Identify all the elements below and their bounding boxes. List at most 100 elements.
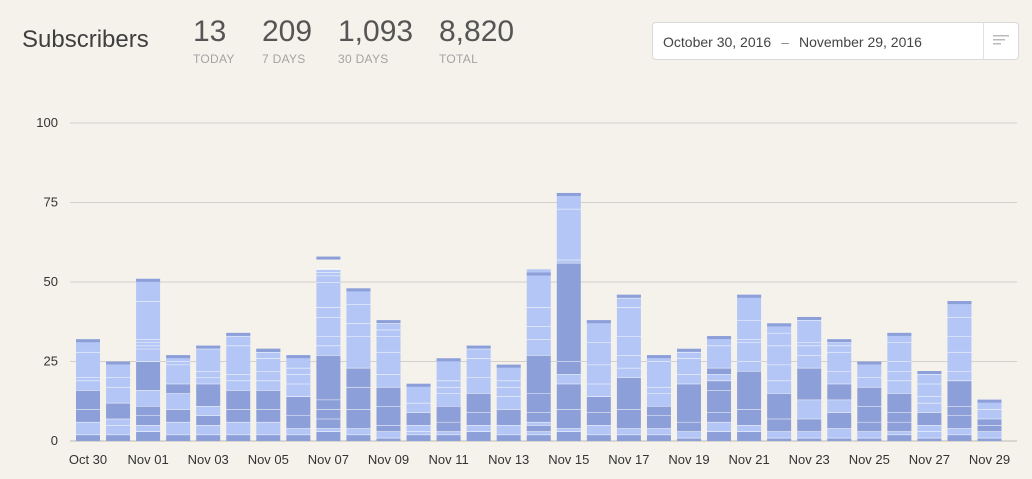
- bar-segment: [136, 361, 161, 391]
- bar-nov-02[interactable]: [166, 355, 191, 441]
- bar-segment: [556, 192, 581, 209]
- bar-segment: [586, 412, 611, 426]
- bar-nov-26[interactable]: [887, 332, 912, 441]
- bar-segment: [947, 380, 972, 407]
- bar-segment: [827, 345, 852, 352]
- bar-cap: [737, 294, 762, 298]
- bar-segment: [887, 393, 912, 413]
- bar-cap: [797, 316, 822, 320]
- bar-segment: [286, 374, 311, 384]
- bar-segment: [947, 371, 972, 381]
- bar-nov-06[interactable]: [286, 355, 311, 441]
- date-range-text[interactable]: October 30, 2016– November 29, 2016: [663, 34, 922, 50]
- bar-nov-01[interactable]: [136, 278, 161, 441]
- bar-nov-10[interactable]: [406, 383, 431, 441]
- bar-segment: [406, 431, 431, 435]
- bar-segment: [166, 393, 191, 410]
- bar-segment: [196, 348, 221, 372]
- bar-segment: [436, 380, 461, 387]
- bar-cap: [767, 323, 792, 327]
- bar-segment: [857, 377, 882, 387]
- bar-segment: [76, 390, 100, 410]
- bar-nov-27[interactable]: [917, 371, 942, 441]
- bar-nov-11[interactable]: [436, 358, 461, 441]
- stat-today-label: TODAY: [193, 52, 235, 66]
- bar-segment: [466, 393, 491, 413]
- bar-segment: [586, 383, 611, 397]
- bar-segment: [556, 361, 581, 375]
- bar-nov-16[interactable]: [586, 320, 611, 441]
- bar-segment: [526, 393, 551, 413]
- bar-nov-07[interactable]: [316, 256, 341, 441]
- bar-segment: [707, 380, 732, 391]
- bar-segment: [256, 434, 281, 441]
- bar-segment: [707, 367, 732, 375]
- bar-nov-15[interactable]: [556, 192, 581, 441]
- bar-cap: [106, 361, 131, 365]
- x-tick-label: Nov 21: [728, 452, 769, 467]
- bar-segment: [346, 367, 371, 387]
- bar-segment: [256, 371, 281, 381]
- y-tick-label: 0: [51, 433, 58, 448]
- bar-nov-05[interactable]: [256, 348, 281, 441]
- bar-segment: [737, 339, 762, 343]
- bar-segment: [616, 434, 641, 441]
- bar-segment: [256, 421, 281, 435]
- bar-segment: [917, 374, 942, 384]
- bar-segment: [977, 431, 1002, 438]
- bar-nov-12[interactable]: [466, 345, 491, 441]
- bar-nov-09[interactable]: [376, 320, 401, 441]
- bar-segment: [106, 425, 131, 435]
- bar-segment: [646, 355, 671, 362]
- bar-cap: [466, 345, 491, 349]
- bar-oct-30[interactable]: [76, 339, 100, 441]
- bar-segment: [286, 434, 311, 441]
- bar-segment: [947, 428, 972, 435]
- bar-nov-19[interactable]: [677, 348, 701, 441]
- bar-segment: [376, 431, 401, 438]
- bar-segment: [436, 434, 461, 441]
- bar-nov-28[interactable]: [947, 301, 972, 441]
- bar-nov-21[interactable]: [737, 294, 762, 441]
- bar-segment: [106, 361, 131, 378]
- bar-segment: [827, 428, 852, 438]
- bar-segment: [256, 351, 281, 359]
- bar-segment: [376, 406, 401, 426]
- bar-nov-08[interactable]: [346, 288, 371, 441]
- page-title: Subscribers: [22, 26, 149, 53]
- bar-nov-14[interactable]: [526, 269, 551, 441]
- bar-nov-29[interactable]: [977, 399, 1002, 441]
- bar-segment: [76, 434, 100, 441]
- bar-segment: [166, 355, 191, 362]
- date-range-picker[interactable]: October 30, 2016– November 29, 2016: [652, 22, 1019, 60]
- bar-segment: [707, 390, 732, 413]
- bar-segment: [586, 364, 611, 384]
- bar-nov-22[interactable]: [767, 323, 792, 441]
- bar-segment: [737, 431, 762, 441]
- bar-nov-18[interactable]: [646, 355, 671, 441]
- bar-segment: [797, 355, 822, 368]
- bar-segment: [887, 342, 912, 362]
- bar-segment: [767, 393, 792, 419]
- bar-nov-20[interactable]: [707, 336, 732, 441]
- bar-segment: [376, 329, 401, 337]
- bar-cap: [496, 364, 521, 368]
- x-tick-label: Nov 19: [668, 452, 709, 467]
- bar-nov-04[interactable]: [226, 332, 251, 441]
- bar-nov-13[interactable]: [496, 364, 521, 441]
- filter-menu-button[interactable]: [983, 23, 1018, 59]
- bar-segment: [767, 332, 792, 346]
- bar-segment: [166, 434, 191, 441]
- bar-nov-03[interactable]: [196, 345, 221, 441]
- bar-nov-24[interactable]: [827, 339, 852, 441]
- bar-nov-17[interactable]: [616, 294, 641, 441]
- bar-segment: [496, 425, 521, 435]
- bar-segment: [887, 380, 912, 394]
- bar-cap: [677, 348, 701, 352]
- bar-nov-25[interactable]: [857, 361, 882, 442]
- bar-nov-23[interactable]: [797, 316, 822, 441]
- bar-oct-31[interactable]: [106, 361, 131, 442]
- bar-segment: [466, 425, 491, 432]
- bar-segment: [346, 304, 371, 324]
- bar-segment: [677, 421, 701, 432]
